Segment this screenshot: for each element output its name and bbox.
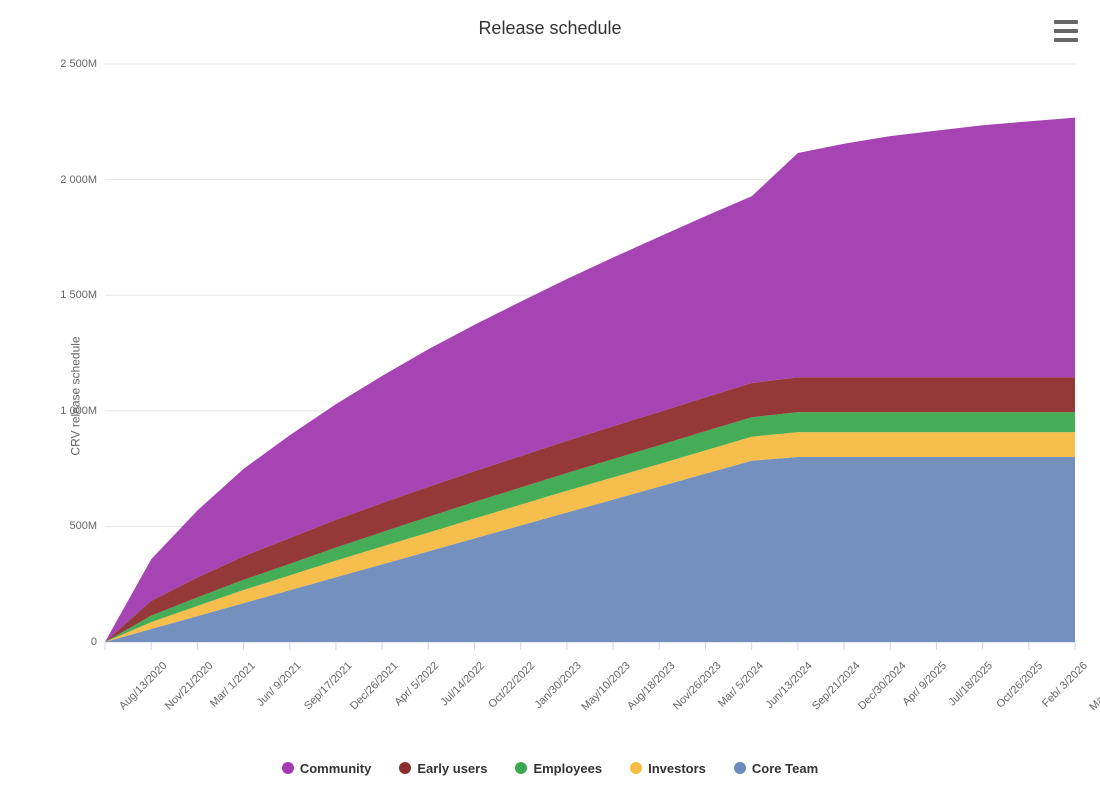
legend-label: Community [300, 761, 372, 776]
legend-label: Investors [648, 761, 706, 776]
x-tick-label: Dec/30/2024 [856, 660, 909, 713]
legend-label: Core Team [752, 761, 818, 776]
legend-swatch-icon [630, 762, 642, 774]
x-tick-label: Jul/18/2025 [947, 660, 996, 709]
hamburger-menu-icon[interactable] [1054, 20, 1078, 42]
x-tick-label: Mar/ 5/2024 [716, 660, 766, 710]
x-tick-label: Oct/22/2022 [486, 660, 537, 711]
x-tick-label: Nov/26/2023 [671, 660, 724, 713]
legend-label: Employees [533, 761, 602, 776]
legend-item[interactable]: Employees [515, 761, 602, 776]
legend-swatch-icon [282, 762, 294, 774]
x-tick-label: Dec/26/2021 [348, 660, 401, 713]
x-tick-label: Aug/13/2020 [117, 660, 170, 713]
x-tick-label: Jun/13/2024 [763, 660, 814, 711]
x-tick-label: Jul/14/2022 [439, 660, 488, 709]
x-tick-label: Feb/ 3/2026 [1040, 660, 1090, 710]
legend-swatch-icon [515, 762, 527, 774]
legend: Community Early users Employees Investors Co… [0, 761, 1100, 778]
legend-swatch-icon [734, 762, 746, 774]
x-tick-label: Jan/30/2023 [532, 660, 583, 711]
legend-item[interactable]: Community [282, 761, 372, 776]
plot-area [105, 64, 1075, 642]
y-tick-label: 1 000M [60, 405, 97, 417]
legend-item[interactable]: Early users [399, 761, 487, 776]
legend-swatch-icon [399, 762, 411, 774]
y-tick-label: 0 [91, 636, 97, 648]
y-tick-label: 500M [69, 520, 97, 532]
x-tick-label: Jun/ 9/2021 [254, 660, 303, 709]
y-axis-ticks: 0500M1 000M1 500M2 000M2 500M [0, 64, 105, 642]
x-tick-label: Sep/17/2021 [302, 660, 355, 713]
x-tick-label: Oct/26/2025 [994, 660, 1045, 711]
chart-title: Release schedule [0, 18, 1100, 39]
x-axis-ticks: Aug/13/2020Nov/21/2020Mar/ 1/2021Jun/ 9/… [105, 652, 1075, 762]
y-tick-label: 2 000M [60, 174, 97, 186]
x-tick-label: Nov/21/2020 [163, 660, 216, 713]
x-tick-label: Mar/ 1/2021 [208, 660, 258, 710]
x-tick-label: Sep/21/2024 [810, 660, 863, 713]
y-tick-label: 1 500M [60, 289, 97, 301]
legend-item[interactable]: Investors [630, 761, 706, 776]
legend-label: Early users [417, 761, 487, 776]
x-tick-label: May/10/2023 [579, 660, 632, 713]
chart-container: Release schedule CRV release schedule 05… [0, 0, 1100, 791]
legend-item[interactable]: Core Team [734, 761, 818, 776]
y-tick-label: 2 500M [60, 58, 97, 70]
